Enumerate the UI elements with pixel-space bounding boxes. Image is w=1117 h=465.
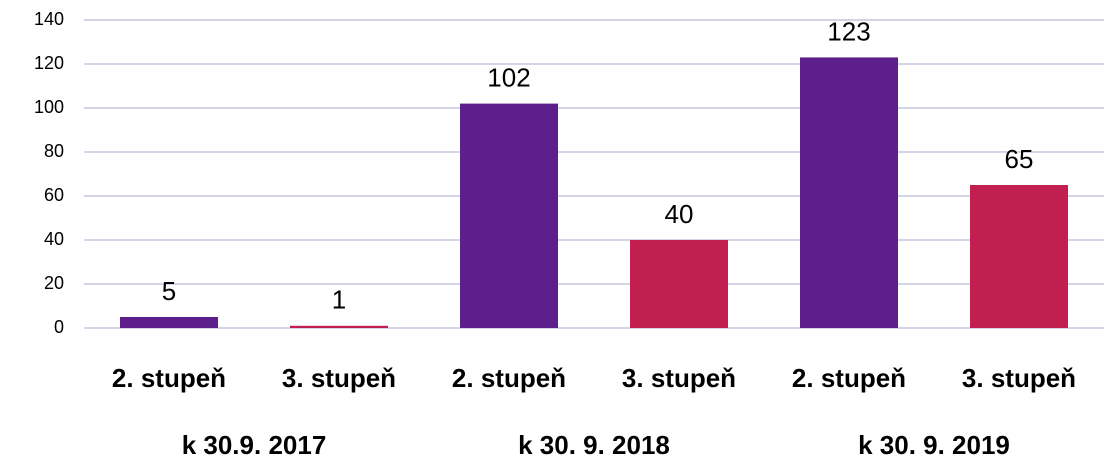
y-tick-label: 140	[34, 9, 64, 29]
bar	[120, 317, 218, 328]
value-label: 5	[162, 276, 176, 306]
y-tick-label: 80	[44, 141, 64, 161]
x-tick-label: 2. stupeň	[112, 363, 226, 393]
value-label: 1	[332, 285, 346, 315]
value-label: 123	[827, 16, 870, 46]
x-tick-label: 3. stupeň	[962, 363, 1076, 393]
y-tick-label: 40	[44, 229, 64, 249]
group-label: k 30. 9. 2019	[858, 430, 1010, 460]
x-tick-label: 3. stupeň	[622, 363, 736, 393]
y-tick-label: 120	[34, 53, 64, 73]
bar	[800, 57, 898, 329]
y-tick-label: 20	[44, 273, 64, 293]
y-tick-label: 60	[44, 185, 64, 205]
bar	[630, 240, 728, 328]
group-label: k 30.9. 2017	[182, 430, 327, 460]
y-tick-label: 0	[54, 317, 64, 337]
value-label: 40	[665, 199, 694, 229]
x-tick-label: 3. stupeň	[282, 363, 396, 393]
value-label: 102	[487, 62, 530, 92]
bar	[970, 185, 1068, 328]
x-tick-label: 2. stupeň	[792, 363, 906, 393]
x-tick-label: 2. stupeň	[452, 363, 566, 393]
y-tick-label: 100	[34, 97, 64, 117]
value-label: 65	[1005, 144, 1034, 174]
bar	[290, 325, 388, 328]
group-label: k 30. 9. 2018	[518, 430, 670, 460]
bar	[460, 103, 558, 328]
